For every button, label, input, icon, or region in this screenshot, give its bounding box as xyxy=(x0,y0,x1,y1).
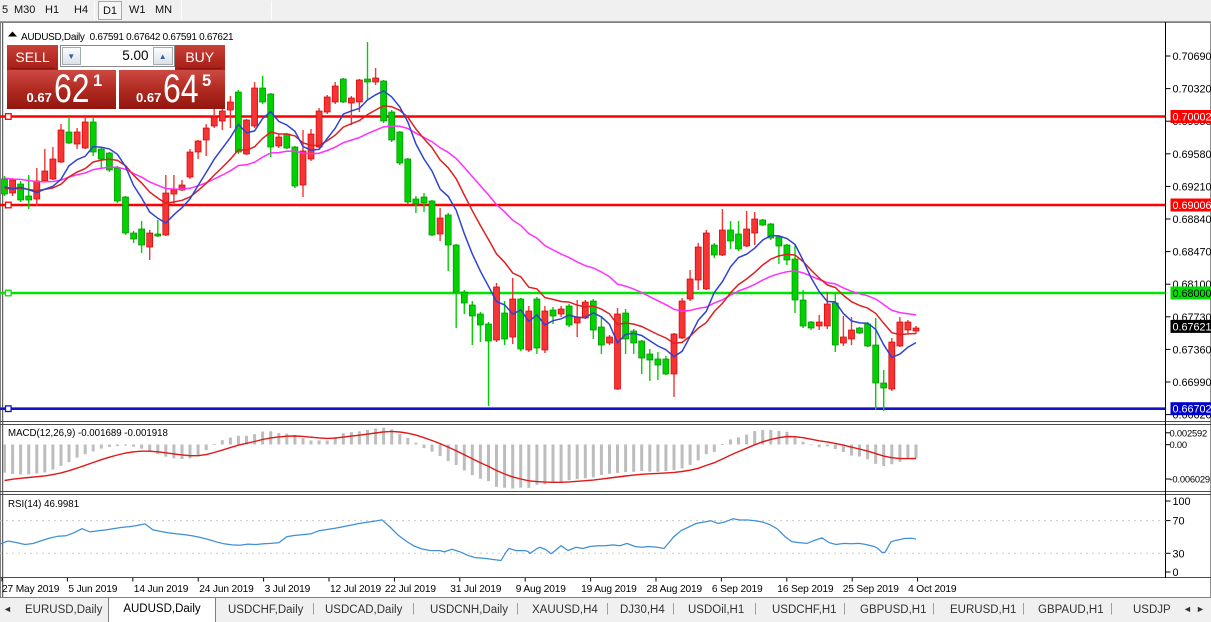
svg-text:9 Aug 2019: 9 Aug 2019 xyxy=(516,584,567,595)
svg-text:22 Jul 2019: 22 Jul 2019 xyxy=(385,584,437,595)
svg-text:19 Aug 2019: 19 Aug 2019 xyxy=(581,584,637,595)
svg-text:70: 70 xyxy=(1173,516,1185,528)
svg-text:0.67621: 0.67621 xyxy=(1173,321,1211,333)
svg-text:6 Sep 2019: 6 Sep 2019 xyxy=(712,584,763,595)
svg-text:25 Sep 2019: 25 Sep 2019 xyxy=(843,584,900,595)
svg-text:14 Jun 2019: 14 Jun 2019 xyxy=(134,584,189,595)
svg-text:0.69006: 0.69006 xyxy=(1173,200,1211,212)
svg-text:0: 0 xyxy=(1173,567,1179,579)
svg-text:0.002592: 0.002592 xyxy=(1170,427,1208,438)
svg-text:0.69580: 0.69580 xyxy=(1173,149,1211,161)
svg-text:MACD(12,26,9) -0.001689 -0.001: MACD(12,26,9) -0.001689 -0.001918 xyxy=(8,428,168,439)
svg-text:0.70690: 0.70690 xyxy=(1173,51,1211,63)
svg-text:0.70320: 0.70320 xyxy=(1173,84,1211,96)
svg-text:0.67360: 0.67360 xyxy=(1173,344,1211,356)
svg-text:30: 30 xyxy=(1173,548,1185,560)
svg-text:100: 100 xyxy=(1173,496,1191,508)
svg-text:-0.006029: -0.006029 xyxy=(1170,474,1210,485)
svg-text:28 Aug 2019: 28 Aug 2019 xyxy=(647,584,703,595)
svg-text:0.70002: 0.70002 xyxy=(1173,112,1211,124)
svg-text:0.00: 0.00 xyxy=(1170,439,1187,450)
svg-text:24 Jun 2019: 24 Jun 2019 xyxy=(199,584,254,595)
svg-text:4 Oct 2019: 4 Oct 2019 xyxy=(908,584,957,595)
svg-text:0.68470: 0.68470 xyxy=(1173,247,1211,259)
svg-text:16 Sep 2019: 16 Sep 2019 xyxy=(777,584,834,595)
svg-text:0.66702: 0.66702 xyxy=(1173,404,1211,416)
svg-text:12 Jul 2019: 12 Jul 2019 xyxy=(330,584,382,595)
svg-text:0.68000: 0.68000 xyxy=(1173,288,1211,300)
svg-text:5 Jun 2019: 5 Jun 2019 xyxy=(68,584,117,595)
svg-text:3 Jul 2019: 3 Jul 2019 xyxy=(265,584,311,595)
svg-text:0.66990: 0.66990 xyxy=(1173,377,1211,389)
svg-text:AUDUSD,Daily 0.67591 0.67642: AUDUSD,Daily 0.67591 0.67642 0.67591 0.6… xyxy=(21,32,234,43)
svg-text:RSI(14) 46.9981: RSI(14) 46.9981 xyxy=(8,499,79,510)
svg-text:0.69210: 0.69210 xyxy=(1173,181,1211,193)
svg-text:31 Jul 2019: 31 Jul 2019 xyxy=(450,584,502,595)
svg-text:0.68840: 0.68840 xyxy=(1173,214,1211,226)
svg-text:27 May 2019: 27 May 2019 xyxy=(2,584,60,595)
